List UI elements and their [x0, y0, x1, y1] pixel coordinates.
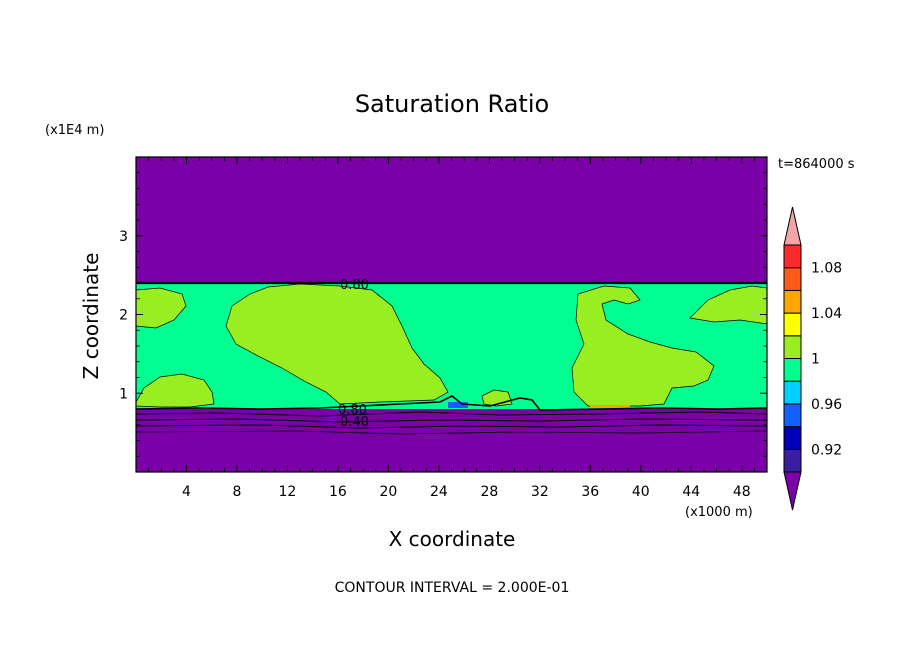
colorbar: 1.08 1.04 1 0.96 0.92	[783, 206, 842, 511]
y-tick-label: 1	[119, 386, 128, 402]
colorbar-band	[783, 244, 802, 269]
x-tick-label: 12	[279, 484, 297, 500]
footer-text: CONTOUR INTERVAL = 2.000E-01	[335, 580, 570, 596]
colorbar-band	[783, 267, 802, 291]
colorbar-band	[783, 380, 802, 405]
colorbar-band	[783, 335, 802, 359]
colorbar-label: 0.96	[811, 397, 842, 413]
colorbar-band	[783, 289, 802, 314]
contour-base-5	[135, 430, 768, 435]
x-tick-label: 16	[329, 484, 347, 500]
lower-region	[136, 409, 767, 472]
low-sat-spot	[448, 402, 468, 408]
time-label: t=864000 s	[778, 157, 855, 172]
contour-label-top: 0.80	[340, 278, 369, 293]
x-tick-label: 8	[232, 484, 241, 500]
cloud-patch-left-top	[135, 287, 187, 329]
cloud-patch-left-low	[135, 373, 215, 408]
contour-base-4	[135, 424, 768, 429]
colorbar-band	[783, 312, 802, 337]
y-tick-label: 2	[119, 308, 128, 324]
cloud-patch-central	[225, 283, 449, 405]
colorbar-band	[783, 448, 802, 473]
x-tick-label: 32	[531, 484, 549, 500]
y-axis-label: Z coordinate	[79, 253, 103, 380]
x-tick-label: 20	[379, 484, 397, 500]
x-tick-label: 4	[182, 484, 191, 500]
colorbar-band	[783, 403, 802, 428]
x-tick-label: 36	[581, 484, 599, 500]
cloud-layer-region	[136, 283, 767, 409]
x-tick-label: 28	[480, 484, 498, 500]
colorbar-band-high-end	[783, 206, 802, 246]
y-unit-label: (x1E4 m)	[45, 123, 104, 138]
colorbar-band	[783, 426, 802, 450]
contour-base-1	[135, 395, 768, 411]
colorbar-band	[783, 358, 802, 382]
colorbar-label: 0.92	[811, 442, 842, 458]
x-tick-label: 40	[632, 484, 650, 500]
contour-label-mid: 0.80	[338, 403, 367, 418]
x-axis-label: X coordinate	[389, 527, 516, 551]
x-tick-label: 48	[733, 484, 751, 500]
chart-title: Saturation Ratio	[355, 90, 549, 118]
x-tick-label: 44	[682, 484, 700, 500]
supersat-strip	[590, 405, 630, 408]
colorbar-label: 1.08	[811, 261, 842, 277]
colorbar-band-low-end	[783, 471, 802, 511]
x-tick-label: 24	[430, 484, 448, 500]
upper-region	[136, 157, 767, 283]
contour-label-low: 0.40	[340, 415, 369, 430]
contour-base-2	[135, 411, 768, 417]
y-tick-label: 3	[119, 229, 128, 245]
colorbar-label: 1.04	[811, 306, 842, 322]
x-unit-label: (x1000 m)	[685, 505, 753, 520]
plot-area: 0.80 0.80 0.40	[135, 156, 768, 473]
colorbar-label: 1	[811, 352, 820, 368]
contour-base-3	[135, 418, 768, 423]
cloud-patch-right	[571, 285, 715, 407]
